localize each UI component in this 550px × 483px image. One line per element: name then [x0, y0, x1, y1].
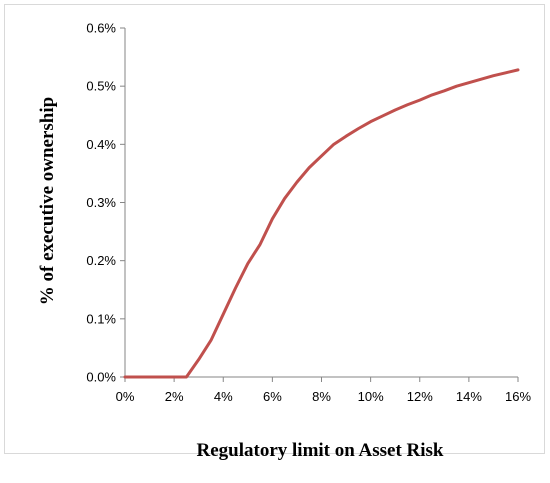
- series-line-0: [125, 70, 518, 377]
- y-tick-label: 0.5%: [86, 79, 116, 94]
- x-tick-label: 8%: [312, 389, 331, 404]
- y-axis-title: % of executive ownership: [37, 97, 58, 305]
- x-axis-title: Regulatory limit on Asset Risk: [197, 440, 444, 461]
- x-tick-label: 14%: [456, 389, 482, 404]
- x-tick-label: 2%: [165, 389, 184, 404]
- x-tick-label: 6%: [263, 389, 282, 404]
- x-tick-label: 4%: [214, 389, 233, 404]
- x-tick-label: 10%: [358, 389, 384, 404]
- y-tick-label: 0.2%: [86, 253, 116, 268]
- x-tick-label: 0%: [116, 389, 135, 404]
- y-tick-label: 0.1%: [86, 311, 116, 326]
- plot-area: 0.0% 0.1% 0.2% 0.3% 0.4% 0.5% 0.6% 0% 2% 4% 6% 8% 10…: [86, 21, 531, 405]
- y-tick-label: 0.0%: [86, 370, 116, 385]
- x-tick-label: 16%: [505, 389, 531, 404]
- y-tick-label: 0.6%: [86, 21, 116, 36]
- x-tick-label: 12%: [407, 389, 433, 404]
- y-tick-label: 0.3%: [86, 195, 116, 210]
- y-tick-label: 0.4%: [86, 137, 116, 152]
